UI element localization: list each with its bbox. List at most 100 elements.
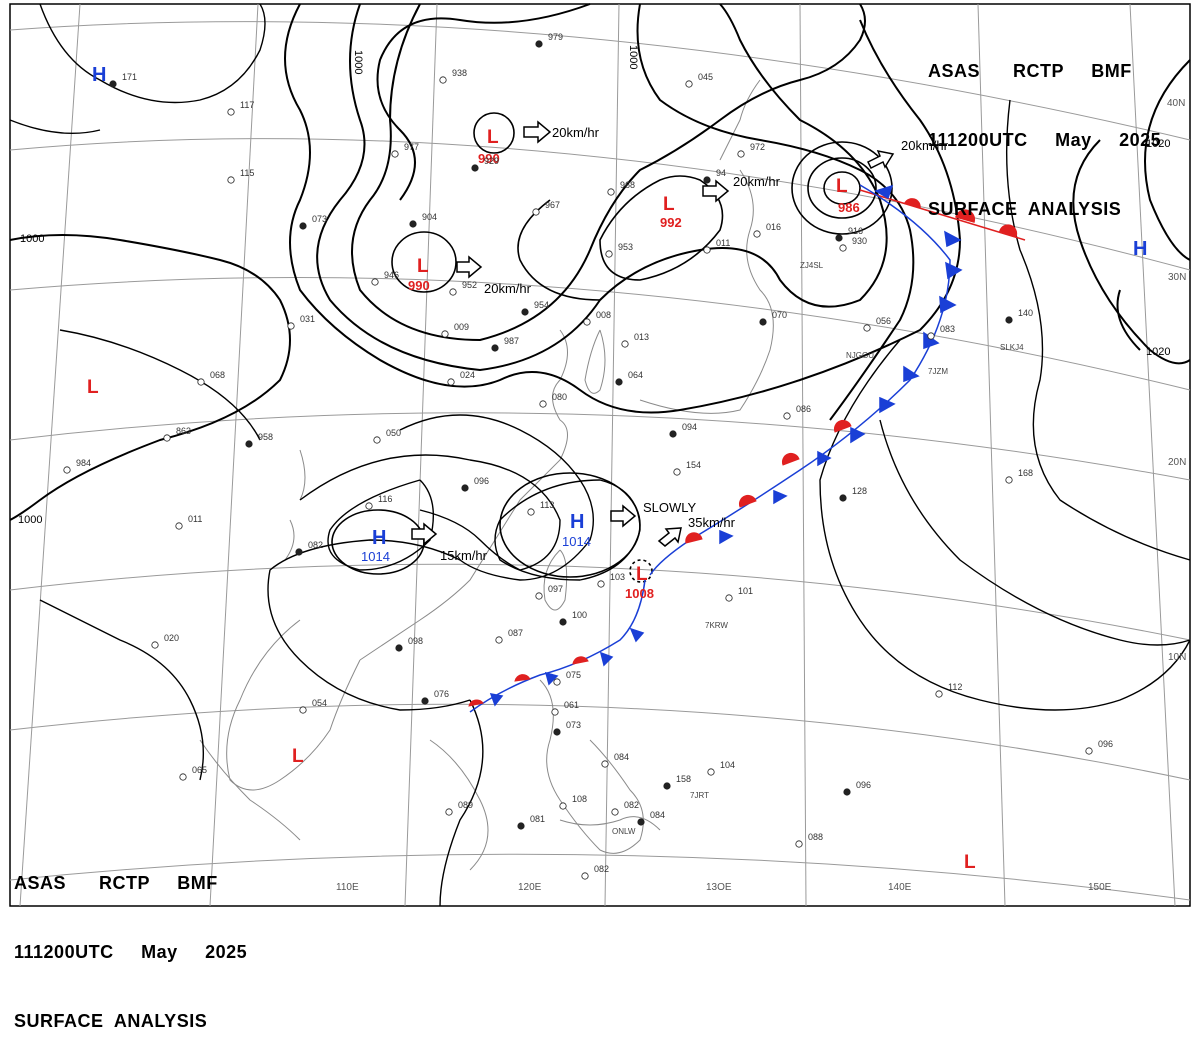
motion-label: 20km/hr [733,174,781,189]
motion-arrow-icon [866,149,895,170]
station-plot: 968 [607,180,635,196]
station-circle-icon [669,430,677,438]
station-circle-icon [559,618,567,626]
station-plot: 031 [287,314,315,330]
latitude-lines [9,21,1191,901]
station-pressure: 075 [566,670,581,680]
longitude-label: 13OE [706,882,732,893]
station-pressure: 045 [698,72,713,82]
motion-label: 20km/hr [552,125,600,140]
station-plot: 089 [445,800,473,816]
high-center-symbol: H [92,64,106,86]
station-circle-icon [175,522,183,530]
high-center-value: 1014 [361,549,390,564]
station-plot: 050 [373,428,401,444]
station-circle-icon [447,378,455,386]
station-plot: 011 [175,514,202,530]
station-pressure: 086 [796,404,811,414]
station-circle-icon [759,318,767,326]
station-circle-icon [449,288,457,296]
station-circle-icon [835,234,843,242]
station-circle-icon [553,728,561,736]
station-circle-icon [441,330,449,338]
longitude-label: 120E [518,882,542,893]
station-pressure: 946 [384,270,399,280]
station-circle-icon [109,80,117,88]
station-plot: 929 [471,156,499,172]
station-plot: 075 [553,670,581,686]
isobar-label: 1000 [20,233,44,245]
station-plot: 100 [559,610,587,626]
station-plot: 096 [843,780,871,796]
station-plot: 115 [227,168,254,184]
station-pressure: 954 [534,300,549,310]
station-plot: 084 [637,810,665,826]
station-pressure: 082 [308,540,323,550]
station-circle-icon [601,760,609,768]
station-plot: 082 [295,540,323,556]
station-circle-icon [559,802,567,810]
motion-arrow-icon [657,527,682,547]
pressure-centers: L 990 L 990 L 992 L 986 L 1008 H 1014 H … [87,64,1147,873]
header-line: 111200UTC May 2025 [14,942,248,962]
station-plot: 168 [1005,468,1033,484]
station-pressure: 089 [458,800,473,810]
longitude-lines [19,3,1176,907]
station-code: ZJ4SL [800,261,824,270]
station-plot: 083 [927,324,955,340]
high-center-symbol: H [1133,238,1147,260]
warm-front-south [685,419,852,544]
station-pressure: 050 [386,428,401,438]
low-center-value: 990 [408,278,430,293]
station-pressure: 011 [716,238,730,248]
station-circle-icon [373,436,381,444]
station-pressure: 953 [618,242,633,252]
station-circle-icon [287,322,295,330]
station-circle-icon [461,484,469,492]
longitude-label: 140E [888,882,912,893]
station-pressure: 916 [848,226,863,236]
station-pressure: 073 [566,720,581,730]
station-circle-icon [471,164,479,172]
station-pressure: 082 [594,864,609,874]
station-pressure: 080 [552,392,567,402]
station-plot: 097 [535,584,563,600]
longitude-label: 110E [336,882,359,893]
station-plot: 984 [63,458,91,474]
southern-front-warm [468,656,589,707]
station-circle-icon [491,344,499,352]
station-pressure: 987 [504,336,519,346]
station-pressure: 081 [530,814,545,824]
low-center-symbol: L [87,377,99,398]
station-plot: 113 [527,500,554,516]
station-plot: 112 [935,682,962,698]
station-plot: 930 [839,236,867,252]
station-plot: 128 [839,486,867,502]
station-plot: 094 [669,422,697,438]
station-plot: 073 [299,214,327,230]
station-pressure: 112 [948,682,962,692]
station-circle-icon [179,773,187,781]
station-pressure: 979 [548,32,563,42]
station-code: NJGGU [846,351,874,360]
motion-arrows [411,120,895,547]
low-center-value: 1008 [625,586,654,601]
station-plot: 086 [783,404,811,420]
station-circle-icon [703,246,711,254]
motion-label: 35km/hr [688,515,736,530]
station-pressure: 084 [650,810,665,820]
station-circle-icon [521,308,529,316]
station-circle-icon [839,494,847,502]
low-center-symbol: L [836,176,848,197]
station-circle-icon [365,502,373,510]
station-pressure: 108 [572,794,587,804]
station-pressure: 084 [614,752,629,762]
station-plot: 154 [673,460,701,476]
station-circle-icon [839,244,847,252]
station-circle-icon [663,782,671,790]
station-plot: 024 [447,370,475,386]
station-pressure: 140 [1018,308,1033,318]
isobar-label: 1020 [1146,138,1170,150]
station-pressure: 082 [624,800,639,810]
station-circle-icon [637,818,645,826]
